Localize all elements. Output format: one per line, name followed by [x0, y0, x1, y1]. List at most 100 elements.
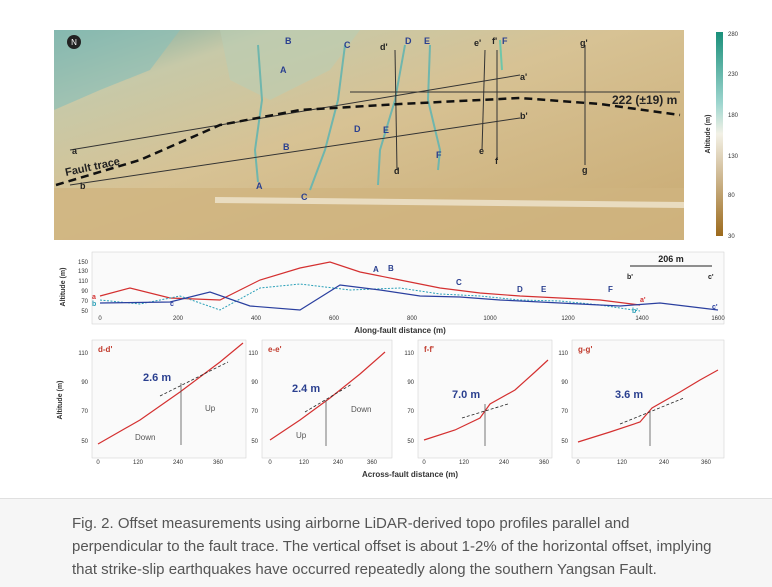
profile-label-F: F	[608, 285, 613, 294]
map-label-E-top: E	[424, 36, 430, 46]
cross-offset-label: 2.6 m	[143, 372, 171, 384]
map-label-b-left: b	[80, 181, 86, 191]
cross-xtick: 360	[213, 460, 224, 466]
map-label-A-low: A	[256, 181, 263, 191]
colorbar-ticks: 280 230 180 130 80 30	[728, 32, 739, 240]
map-label-b-prime: b'	[520, 111, 528, 121]
map-label-d-low: d	[394, 166, 400, 176]
map-offset-label: 222 (±19) m	[612, 93, 677, 107]
cross-xtick: 0	[268, 460, 272, 466]
profile-label-a-prime: a'	[640, 297, 646, 304]
fault-trace-line	[55, 96, 681, 187]
colorbar-title: Altitude (m)	[705, 115, 712, 154]
cross-ytick: 50	[81, 439, 88, 445]
cross-ytick: 50	[561, 439, 568, 445]
profile-label-C: C	[456, 278, 462, 287]
cross-xtick: 0	[96, 460, 100, 466]
cross-xticks: 0 120 240 360	[422, 460, 549, 466]
cross-xtick: 240	[659, 460, 670, 466]
figure: N B A C d' D E e' f' F g' a' b' B D E A …	[0, 30, 772, 499]
map-label-e-top: e'	[474, 38, 481, 48]
map-label-e-low: e	[479, 146, 484, 156]
map-label-a-left: a	[72, 146, 78, 156]
profile-label-D: D	[517, 285, 523, 294]
profile-label-c-prime: c'	[712, 304, 718, 311]
cross-xtick: 240	[173, 460, 184, 466]
colorbar-tick: 80	[728, 193, 735, 199]
scale-bar-label: 206 m	[658, 254, 684, 264]
map-label-F-low: F	[436, 150, 442, 160]
cross-ytick: 110	[78, 351, 88, 357]
profile-label-b: b	[92, 301, 96, 308]
cross-xticks: 0 120 240 360	[576, 460, 711, 466]
cross-xtick: 120	[459, 460, 470, 466]
profile-ytick: 130	[78, 269, 89, 275]
cross-xtick: 240	[333, 460, 344, 466]
cross-panel-title: d-d'	[98, 345, 112, 354]
cross-ytick: 110	[248, 351, 258, 357]
colorbar-tick: 30	[728, 234, 735, 240]
map-label-E-mid: E	[383, 125, 389, 135]
north-label: N	[71, 38, 77, 47]
profile-ytick: 70	[81, 299, 88, 305]
map-label-C-top: C	[344, 40, 351, 50]
cross-panel-title: e-e'	[268, 345, 282, 354]
cross-down-label: Down	[135, 433, 155, 442]
cross-yticks: 110 90 70 50	[248, 351, 258, 445]
profile-xtick: 1400	[635, 316, 649, 322]
cross-panel-dd: 110 90 70 50 d-d' 2.6 m Up Down 0 120 24…	[78, 339, 247, 466]
map-label-f-top: f'	[492, 36, 497, 46]
cross-xtick: 0	[422, 460, 426, 466]
cross-xticks: 0 120 240 360	[268, 460, 377, 466]
cross-ytick: 90	[81, 380, 88, 386]
cross-profile-line	[97, 342, 244, 445]
cross-ytick: 90	[407, 380, 414, 386]
cross-xticks: 0 120 240 360	[96, 460, 223, 466]
cross-ytick: 90	[251, 380, 258, 386]
profile-xtick: 0	[98, 316, 102, 322]
colorbar-tick: 130	[728, 154, 739, 160]
map-label-D-top: D	[405, 36, 412, 46]
profile-label-B: B	[388, 264, 394, 273]
map-label-B-mid: B	[283, 142, 290, 152]
cross-yticks: 110 90 70 50	[404, 351, 414, 445]
scale-bar-right-label: c'	[708, 274, 714, 281]
profile-xtick: 1000	[483, 316, 497, 322]
profile-xticks: 0 200 400 600 800 1000 1200 1400 1600	[98, 316, 725, 322]
cross-up-label: Up	[205, 404, 216, 413]
map-label-C-low: C	[301, 192, 308, 202]
map-label-A-top: A	[280, 65, 287, 75]
profile-label-A: A	[373, 265, 379, 274]
cross-offset-label: 7.0 m	[452, 389, 480, 401]
colorbar-tick: 230	[728, 72, 739, 78]
profile-ytick: 50	[81, 309, 88, 315]
map-label-g-top: g'	[580, 38, 588, 48]
cross-ytick: 70	[561, 409, 568, 415]
cross-ytick: 70	[407, 409, 414, 415]
map-label-a-prime: a'	[520, 72, 527, 82]
profile-yticks: 150 130 110 90 70 50	[78, 260, 89, 315]
cross-ytick: 50	[251, 439, 258, 445]
cross-xtick: 360	[539, 460, 550, 466]
cross-ytick: 90	[561, 380, 568, 386]
profile-label-E: E	[541, 285, 547, 294]
cross-yticks: 110 90 70 50	[558, 351, 568, 445]
cross-up-label: Up	[296, 431, 307, 440]
profile-xtick: 1200	[561, 316, 575, 322]
cross-profile-line	[577, 369, 719, 443]
cross-xtick: 360	[367, 460, 378, 466]
cross-ytick: 50	[407, 439, 414, 445]
cross-ytick: 110	[404, 351, 414, 357]
cross-panel-ff: 110 90 70 50 f-f' 7.0 m 0 120 240 360	[404, 339, 553, 466]
scale-bar-left-label: b'	[627, 274, 633, 281]
cross-xtick: 360	[701, 460, 712, 466]
profile-point-labels: A B C D E F	[373, 264, 613, 294]
cross-panel-title: g-g'	[578, 345, 592, 354]
map-label-d-top: d'	[380, 42, 388, 52]
cross-ytick: 70	[251, 409, 258, 415]
cross-yticks: 110 90 70 50	[78, 351, 88, 445]
profile-ytick: 90	[81, 289, 88, 295]
map-label-D-mid: D	[354, 124, 361, 134]
cross-offset-label: 2.4 m	[292, 383, 320, 395]
map-label-g-low: g	[582, 165, 588, 175]
